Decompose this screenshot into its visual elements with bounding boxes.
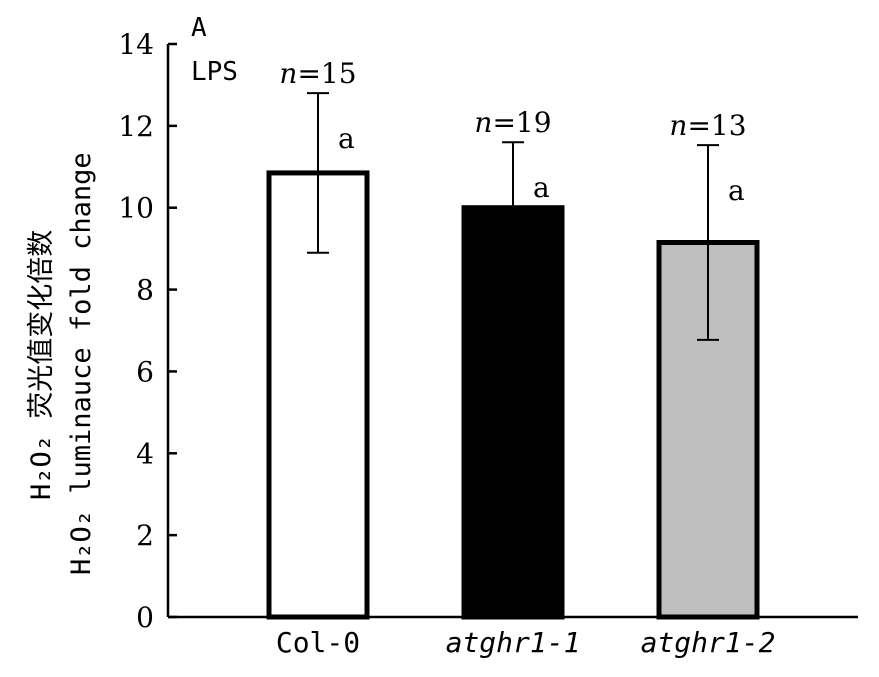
n-count-label: n=19 [474,106,551,139]
y-tick-label: 6 [136,355,154,388]
y-tick-label: 0 [136,601,154,634]
y-tick-label: 10 [118,192,154,225]
n-count-label: n=15 [279,57,356,90]
y-tick-label: 2 [136,519,154,552]
y-axis-title: H₂O₂ 荧光值变化倍数 H₂O₂ luminauce fold change [26,152,97,575]
y-tick-label: 8 [136,274,154,307]
x-tick-label: atghr1-2 [641,626,776,659]
x-tick-label: atghr1-1 [446,626,581,659]
significance-label: a [338,122,355,155]
n-count-label: n=13 [669,109,746,142]
y-axis-title-english: H₂O₂ luminauce fold change [66,152,97,575]
x-tick-label: Col-0 [276,626,360,659]
condition-label: LPS [191,57,238,87]
y-tick-label: 12 [118,110,154,143]
y-axis-title-chinese: H₂O₂ 荧光值变化倍数 [26,230,57,500]
significance-label: a [533,171,550,204]
y-tick-label: 4 [136,437,154,470]
significance-label: a [728,174,745,207]
panel-label: A [191,13,207,43]
y-tick-label: 14 [118,28,154,61]
